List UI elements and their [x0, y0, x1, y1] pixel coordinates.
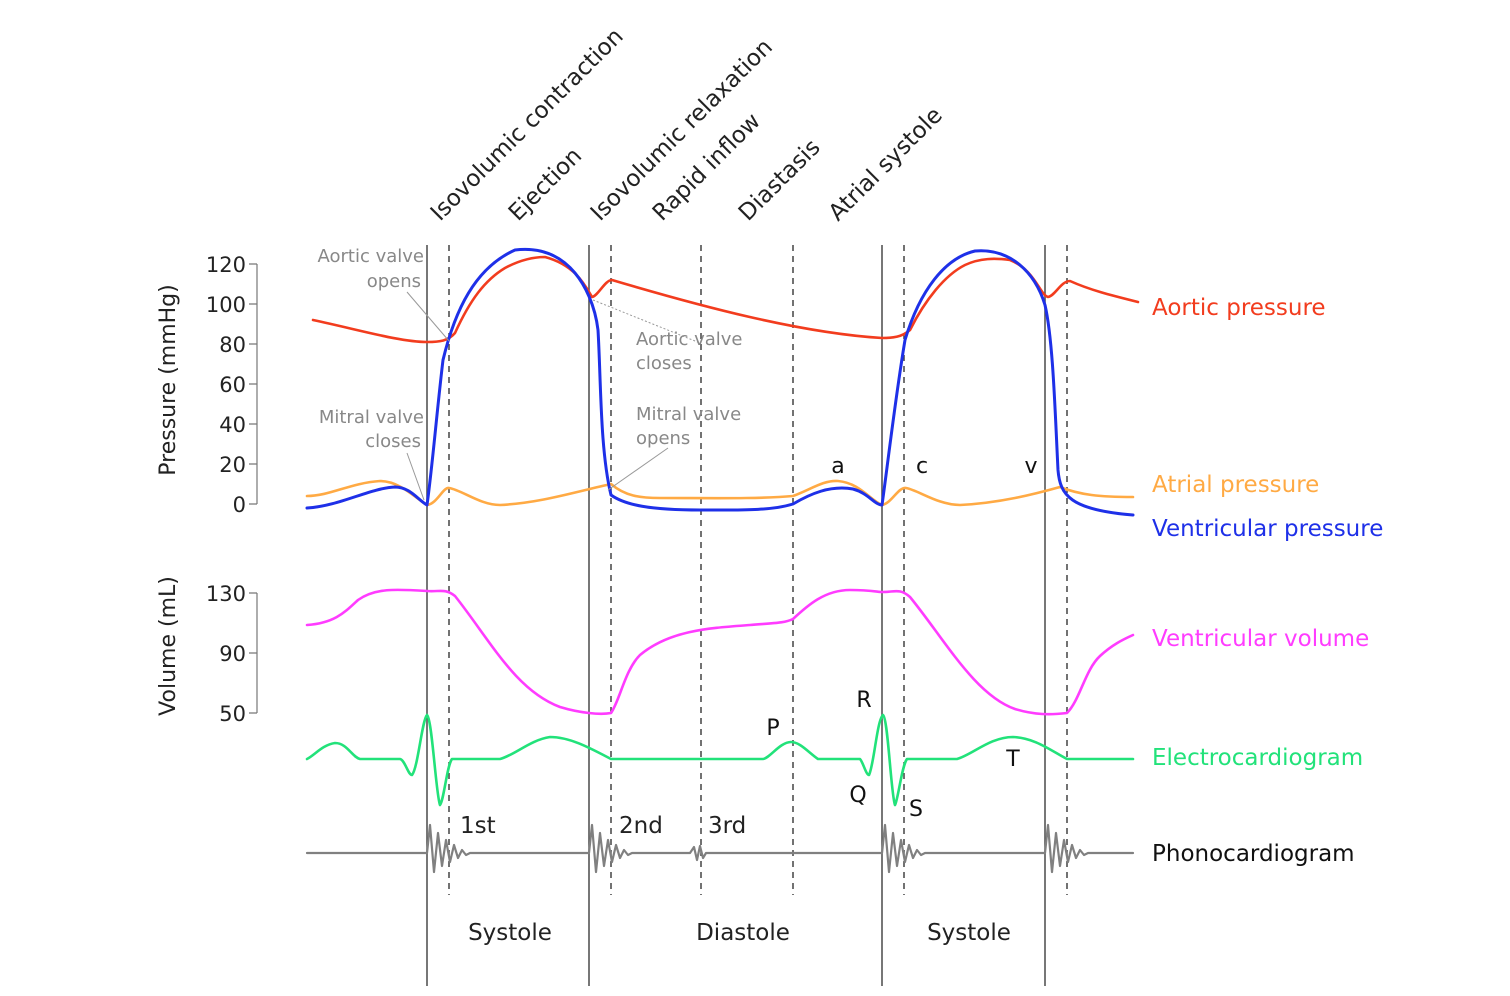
pressure-axis-title: Pressure (mmHg): [156, 284, 181, 475]
leader-mitral-closes: [406, 452, 425, 501]
legend-ventricular-volume: Ventricular volume: [1152, 626, 1369, 652]
valve-annotations: Aortic valve opens Aortic valve closes M…: [318, 246, 743, 452]
period-systole-2: Systole: [927, 920, 1011, 946]
pressure-tick: 60: [219, 373, 246, 397]
curve-legend: Aortic pressure Atrial pressure Ventricu…: [1152, 295, 1383, 867]
phonocardiogram-curve: [305, 823, 1135, 874]
phase-label-diastasis: Diastasis: [734, 135, 826, 227]
heart-sound-3rd: 3rd: [708, 813, 746, 839]
wave-label-s: S: [909, 797, 923, 822]
mitral-opens-line1: Mitral valve: [636, 404, 741, 425]
phase-label-atrial-systole: Atrial systole: [824, 102, 948, 226]
wave-label-r: R: [856, 688, 871, 713]
wave-label-c: c: [916, 454, 928, 479]
volume-axis: 130 90 50 Volume (mL): [156, 576, 258, 726]
mitral-closes-line1: Mitral valve: [319, 407, 424, 428]
heart-sound-2nd: 2nd: [619, 813, 663, 839]
period-diastole: Diastole: [696, 920, 790, 946]
volume-tick: 50: [219, 702, 246, 726]
pressure-tick: 80: [219, 333, 246, 357]
wave-label-p: P: [766, 716, 779, 741]
heart-sound-1st: 1st: [460, 813, 496, 839]
mitral-opens-line2: opens: [636, 428, 690, 449]
ventricular-pressure-curve: [305, 247, 1135, 517]
atrial-pressure-curve: [305, 479, 1135, 507]
leader-mitral-opens: [607, 447, 669, 491]
electrocardiogram-curve: [305, 713, 1135, 807]
mitral-closes-line2: closes: [365, 431, 421, 452]
pressure-tick: 20: [219, 453, 246, 477]
leader-aortic-opens: [406, 291, 450, 342]
legend-ventricular-pressure: Ventricular pressure: [1152, 516, 1383, 542]
pressure-tick: 0: [233, 493, 246, 517]
annotation-leaders: [406, 291, 701, 501]
pressure-axis-line: [249, 263, 258, 505]
aortic-opens-line2: opens: [367, 271, 421, 292]
aortic-closes-line1: Aortic valve: [636, 329, 743, 350]
volume-axis-line: [249, 592, 258, 714]
heart-sound-labels: 1st 2nd 3rd: [460, 813, 746, 839]
period-systole-1: Systole: [468, 920, 552, 946]
pressure-tick: 120: [206, 253, 246, 277]
volume-tick: 130: [206, 582, 246, 606]
period-labels: Systole Diastole Systole: [468, 920, 1011, 946]
ventricular-volume-curve: [305, 588, 1135, 716]
aortic-opens-line1: Aortic valve: [318, 246, 425, 267]
pressure-axis: 120 100 80 60 40 20 0 Pressure (mmHg): [156, 253, 258, 517]
legend-electrocardiogram: Electrocardiogram: [1152, 745, 1363, 771]
aortic-closes-line2: closes: [636, 353, 692, 374]
pressure-tick: 40: [219, 413, 246, 437]
wave-label-t: T: [1005, 747, 1020, 772]
wave-labels: a c v P R Q S T: [766, 454, 1037, 822]
phase-label-ejection: Ejection: [504, 143, 587, 226]
leader-aortic-closes: [592, 299, 701, 344]
volume-tick: 90: [219, 642, 246, 666]
wave-label-v: v: [1024, 454, 1037, 479]
wave-label-a: a: [831, 454, 844, 479]
volume-axis-title: Volume (mL): [156, 576, 181, 716]
legend-atrial-pressure: Atrial pressure: [1152, 472, 1319, 498]
phase-labels: Isovolumic contraction Ejection Isovolum…: [426, 23, 948, 226]
phase-lines: [426, 245, 1068, 986]
wave-label-q: Q: [849, 783, 866, 808]
pressure-tick: 100: [206, 293, 246, 317]
legend-aortic-pressure: Aortic pressure: [1152, 295, 1326, 321]
legend-phonocardiogram: Phonocardiogram: [1152, 841, 1355, 867]
